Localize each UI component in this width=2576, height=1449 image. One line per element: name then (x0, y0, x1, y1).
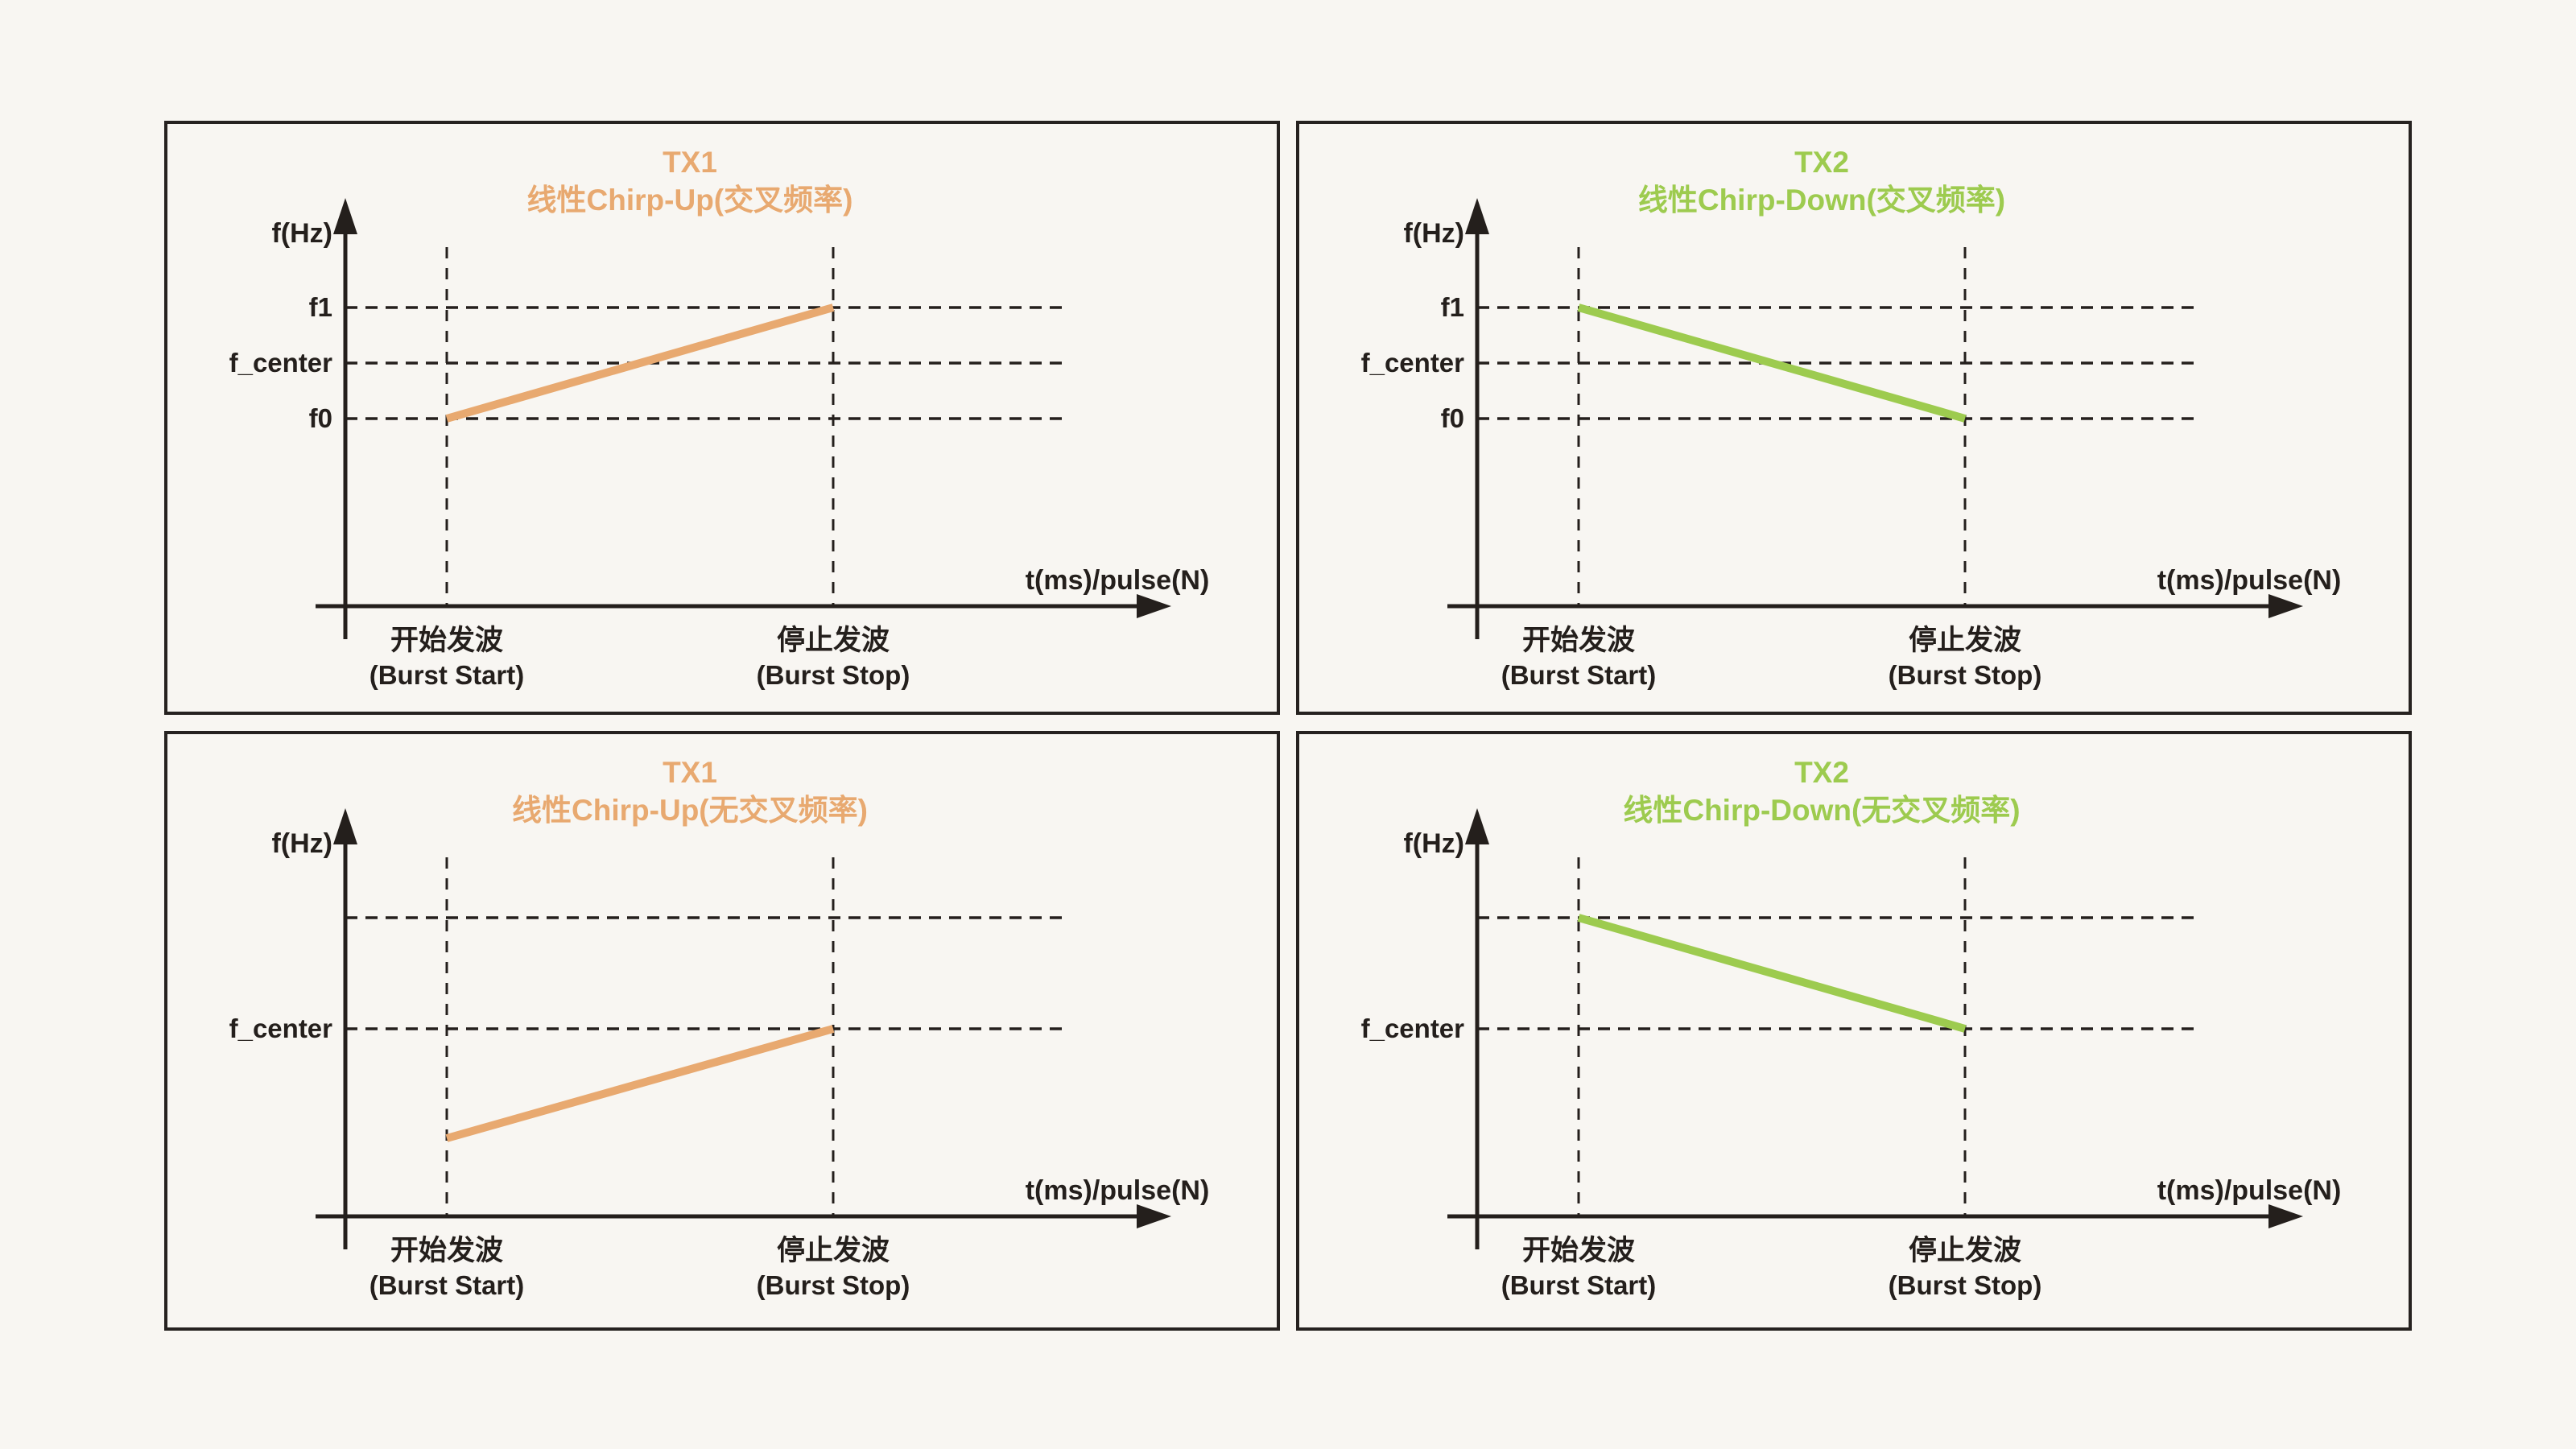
x-tick-burst-stop: 停止发波 (Burst Stop) (1828, 1233, 2102, 1302)
chart-svg (1447, 198, 2303, 639)
x-tick-burst-stop-en: (Burst Stop) (1888, 1270, 2042, 1300)
x-tick-burst-stop-zh: 停止发波 (1908, 1235, 2021, 1266)
x-tick-burst-start-en: (Burst Start) (369, 1270, 525, 1300)
panel-title-line2: 线性Chirp-Down(交叉频率) (1637, 184, 2006, 217)
panel-title-line1: TX2 (1794, 756, 1849, 789)
y-tick-f-center: f_center (229, 348, 332, 378)
x-tick-burst-stop-zh: 停止发波 (776, 625, 890, 656)
x-tick-burst-stop-en: (Burst Stop) (756, 660, 910, 690)
panel-tx2-crossed: TX2 线性Chirp-Down(交叉频率) f(Hz) f1 f_center… (1296, 121, 2412, 715)
y-tick-f0: f0 (1440, 403, 1464, 433)
panel-tx2-noncrossed: TX2 线性Chirp-Down(无交叉频率) f(Hz) f_center t… (1296, 731, 2412, 1331)
y-axis-label: f(Hz) (1403, 218, 1464, 249)
x-tick-burst-start-zh: 开始发波 (1521, 1235, 1635, 1266)
panel-title-line2: 线性Chirp-Down(无交叉频率) (1623, 794, 2021, 827)
x-tick-burst-start: 开始发波 (Burst Start) (1442, 623, 1715, 692)
x-axis-label: t(ms)/pulse(N) (1025, 1175, 1210, 1206)
x-axis-arrowhead-icon (2268, 1204, 2303, 1228)
y-axis-label: f(Hz) (1403, 828, 1464, 859)
chart-svg (316, 198, 1171, 639)
x-tick-burst-stop: 停止发波 (Burst Stop) (1828, 623, 2102, 692)
y-axis-arrowhead-icon (333, 198, 357, 234)
x-tick-burst-start-zh: 开始发波 (1521, 625, 1635, 656)
panel-title: TX2 线性Chirp-Down(无交叉频率) (1299, 753, 2344, 829)
y-tick-f1: f1 (1440, 292, 1464, 322)
x-axis-label: t(ms)/pulse(N) (2157, 1175, 2342, 1206)
panel-title-line2: 线性Chirp-Up(交叉频率) (526, 184, 853, 217)
chart-svg (1447, 808, 2303, 1249)
x-axis-arrowhead-icon (1137, 1204, 1171, 1228)
y-tick-f-center: f_center (229, 1013, 332, 1043)
x-tick-burst-stop: 停止发波 (Burst Stop) (696, 1233, 970, 1302)
x-axis-arrowhead-icon (2268, 594, 2303, 618)
x-tick-burst-start-zh: 开始发波 (390, 1235, 503, 1266)
chirp-line (1577, 914, 1967, 1033)
x-tick-burst-stop-en: (Burst Stop) (756, 1270, 910, 1300)
y-tick-f1: f1 (308, 292, 332, 322)
y-axis-arrowhead-icon (1465, 198, 1489, 234)
x-tick-burst-start-en: (Burst Start) (369, 660, 525, 690)
chirp-line (445, 1025, 835, 1142)
panel-tx1-crossed: TX1 线性Chirp-Up(交叉频率) f(Hz) f1 f_center f… (164, 121, 1280, 715)
x-tick-burst-start-zh: 开始发波 (390, 625, 503, 656)
y-tick-f-center: f_center (1360, 1013, 1464, 1043)
x-tick-burst-stop-en: (Burst Stop) (1888, 660, 2042, 690)
panel-tx1-noncrossed: TX1 线性Chirp-Up(无交叉频率) f(Hz) f_center t(m… (164, 731, 1280, 1331)
y-axis-label: f(Hz) (271, 218, 332, 249)
x-axis-label: t(ms)/pulse(N) (2157, 565, 2342, 596)
y-tick-f-center: f_center (1360, 348, 1464, 378)
panel-title: TX2 线性Chirp-Down(交叉频率) (1299, 143, 2344, 219)
x-tick-burst-start-en: (Burst Start) (1501, 660, 1657, 690)
chirp-line (1577, 303, 1967, 423)
x-tick-burst-start: 开始发波 (Burst Start) (310, 623, 584, 692)
x-axis-label: t(ms)/pulse(N) (1025, 565, 1210, 596)
y-axis-label: f(Hz) (271, 828, 332, 859)
y-axis-arrowhead-icon (1465, 808, 1489, 844)
y-axis-arrowhead-icon (333, 808, 357, 844)
x-tick-burst-start: 开始发波 (Burst Start) (1442, 1233, 1715, 1302)
panel-title: TX1 线性Chirp-Up(无交叉频率) (167, 753, 1212, 829)
x-axis-arrowhead-icon (1137, 594, 1171, 618)
x-tick-burst-start: 开始发波 (Burst Start) (310, 1233, 584, 1302)
panel-title-line1: TX1 (663, 756, 717, 789)
panel-title-line1: TX1 (663, 146, 717, 179)
y-tick-f0: f0 (308, 403, 332, 433)
x-tick-burst-start-en: (Burst Start) (1501, 1270, 1657, 1300)
panel-title: TX1 线性Chirp-Up(交叉频率) (167, 143, 1212, 219)
chart-svg (316, 808, 1171, 1249)
x-tick-burst-stop-zh: 停止发波 (1908, 625, 2021, 656)
x-tick-burst-stop-zh: 停止发波 (776, 1235, 890, 1266)
panel-title-line1: TX2 (1794, 146, 1849, 179)
x-tick-burst-stop: 停止发波 (Burst Stop) (696, 623, 970, 692)
panel-title-line2: 线性Chirp-Up(无交叉频率) (512, 794, 868, 827)
chirp-line (445, 303, 835, 423)
